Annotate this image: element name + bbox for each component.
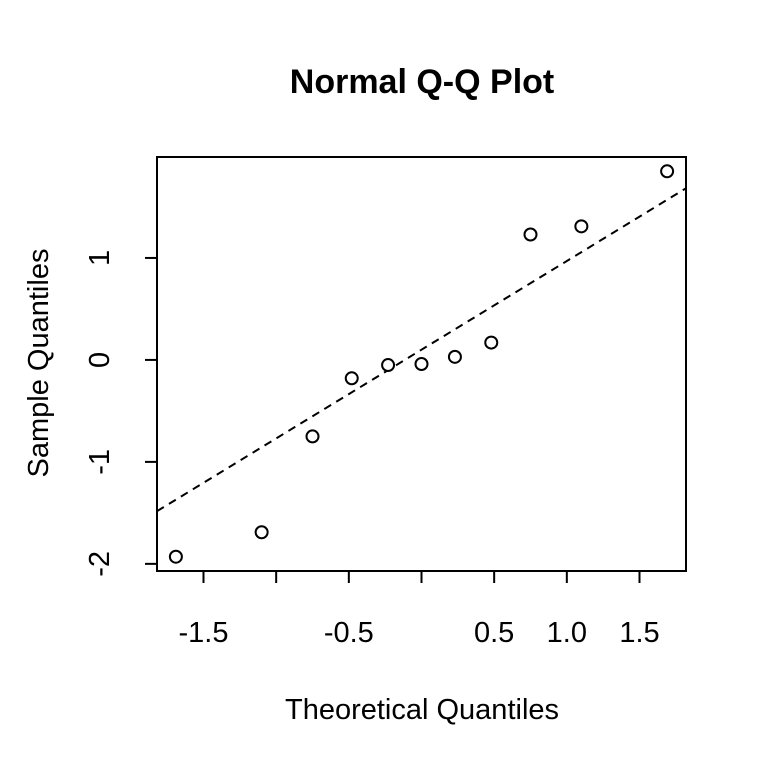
x-tick-label: 1.0 [547, 617, 587, 649]
x-tick-label: 0.5 [474, 617, 514, 649]
data-point [344, 371, 359, 386]
y-axis-title: Sample Quantiles [23, 249, 55, 478]
data-point [254, 525, 269, 540]
data-point [574, 219, 589, 234]
data-point [381, 358, 396, 373]
y-tick-label: 1 [84, 250, 116, 266]
y-tick-label: 0 [84, 352, 116, 368]
qq-reference-line [157, 187, 686, 513]
data-point [484, 335, 499, 350]
x-tick-label: 1.5 [619, 617, 659, 649]
data-point [660, 164, 675, 179]
data-point [523, 227, 538, 242]
data-point [414, 357, 429, 371]
plot-area: -1.5 -0.5 0.5 1.0 1.5 -2 -1 0 1 [84, 156, 687, 649]
chart-title: Normal Q-Q Plot [290, 63, 554, 101]
data-point [447, 349, 462, 364]
x-axis-title: Theoretical Quantiles [285, 694, 559, 726]
y-tick-label: -1 [84, 449, 116, 475]
data-point [168, 549, 183, 564]
x-tick-label: -1.5 [179, 617, 229, 649]
data-point [305, 429, 320, 444]
x-tick-label: -0.5 [324, 617, 374, 649]
y-tick-label: -2 [84, 551, 116, 577]
